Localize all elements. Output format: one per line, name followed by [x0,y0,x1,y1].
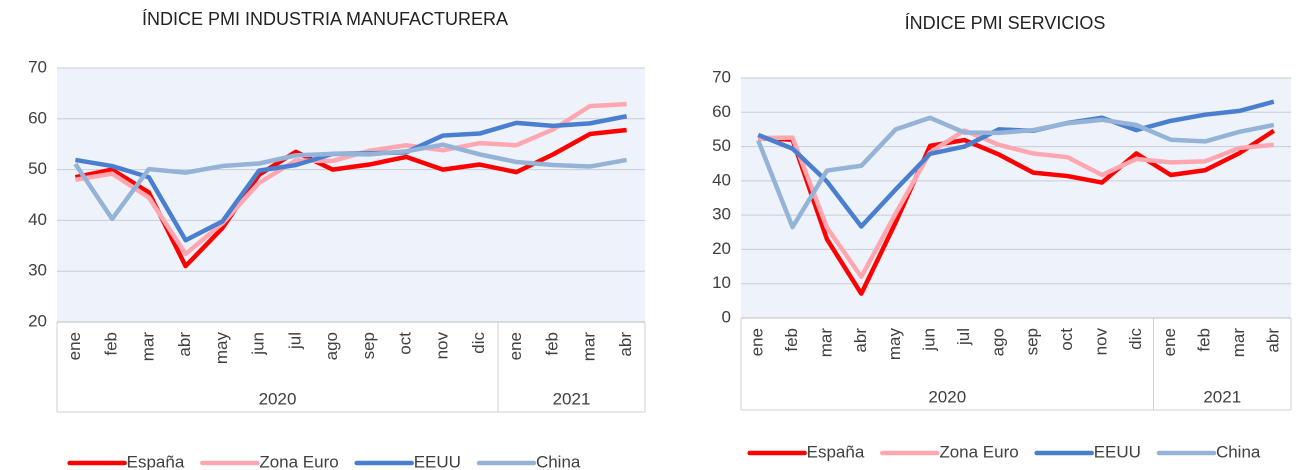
y-tick-label: 30 [712,205,731,224]
x-tick-label: jul [285,332,304,350]
legend-label: Zona Euro [259,452,338,470]
y-tick-label: 0 [722,307,731,326]
x-tick-label: abr [1263,328,1282,353]
y-tick-label: 60 [712,102,731,121]
chart: ÍNDICE PMI INDUSTRIA MANUFACTURERA 20 30 40… [28,9,646,470]
x-tick-label: ene [748,328,767,356]
group-label: 2020 [928,387,966,406]
y-tick-label: 20 [28,311,47,330]
x-tick-label: jun [249,332,268,356]
x-tick-label: sep [359,332,378,359]
group-label: 2021 [553,389,591,408]
y-tick-label: 20 [712,239,731,258]
plot-area [57,68,645,322]
x-tick-label: dic [469,332,488,354]
series-line [73,142,628,222]
y-tick-label: 60 [28,108,47,127]
x-tick-label: abr [175,332,194,357]
x-tick-label: feb [102,332,121,356]
x-tick-label: abr [616,332,635,357]
legend-label: Zona Euro [939,442,1018,461]
x-tick-label: ene [506,332,525,360]
x-tick-label: ago [988,328,1007,356]
x-tick-label: abr [851,328,870,353]
y-tick-label: 50 [712,136,731,155]
group-label: 2020 [259,389,297,408]
x-tick-label: may [885,328,904,361]
x-tick-label: jun [920,328,939,352]
x-tick-label: ene [65,332,84,360]
series-line [758,128,1276,296]
x-tick-label: mar [579,332,598,362]
legend-label: España [807,442,865,461]
legend-label: EEUU [1094,442,1141,461]
y-tick-label: 30 [28,261,47,280]
y-tick-label: 50 [28,159,47,178]
x-tick-label: ene [1160,328,1179,356]
x-tick-label: mar [138,332,157,362]
y-tick-label: 10 [712,273,731,292]
x-tick-label: feb [543,332,562,356]
x-tick-label: mar [816,328,835,358]
x-tick-label: feb [1195,328,1214,352]
y-tick-label: 40 [712,170,731,189]
legend-label: EEUU [414,452,461,470]
x-tick-label: feb [782,328,801,352]
legend-label: China [1216,442,1261,461]
legend: España Zona Euro EEUU China [67,452,581,470]
x-tick-label: dic [1126,328,1145,350]
series-line [756,115,1275,230]
x-tick-label: nov [432,332,451,360]
group-label: 2021 [1203,387,1241,406]
x-tick-label: oct [396,332,415,355]
x-tick-label: oct [1057,328,1076,351]
legend: España Zona Euro EEUU China [747,442,1261,461]
legend-label: China [536,452,581,470]
series-line [758,128,1275,280]
x-tick-label: mar [1229,328,1248,358]
chart-title: ÍNDICE PMI INDUSTRIA MANUFACTURERA [142,9,508,29]
y-tick-label: 70 [28,57,47,76]
chart-title: ÍNDICE PMI SERVICIOS [905,13,1106,33]
x-tick-label: sep [1023,328,1042,355]
x-tick-label: ago [322,332,341,360]
y-tick-label: 40 [28,210,47,229]
x-tick-label: jul [954,328,973,346]
x-tick-label: nov [1091,328,1110,356]
legend-label: España [127,452,185,470]
x-tick-label: may [212,332,231,365]
y-tick-label: 70 [712,67,731,86]
